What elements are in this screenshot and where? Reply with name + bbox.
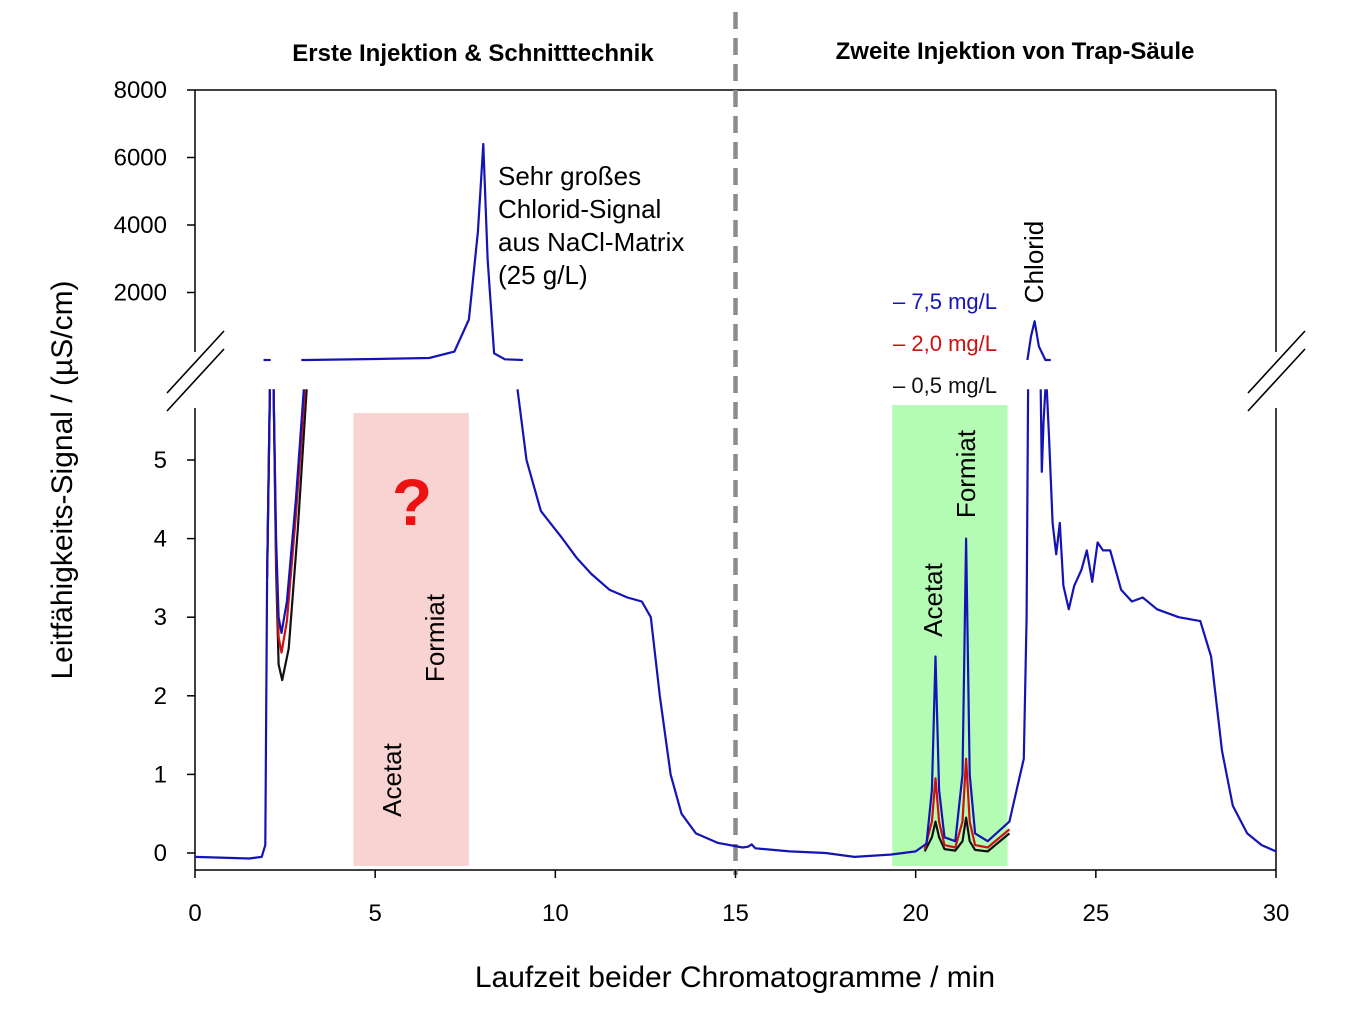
series-7-5-mg-l-lower-3 [1039,389,1047,473]
x-tick-label-6: 30 [1263,900,1290,927]
y-tick-label-lower-5: 5 [154,447,167,474]
question-mark: ? [392,465,432,539]
series-7-5-mg-l-lower-2 [516,389,1030,858]
axis-ticks: 0 5 10 15 20 25 30 0 1 2 3 4 5 2000 4000 6000 8000 [114,77,1290,927]
y-tick-label-lower-1: 1 [154,761,167,788]
matrix-note-line-1: Sehr großes [498,161,641,191]
series-2-0-mg-l-lower-2 [923,757,1011,850]
matrix-note-line-3: aus NaCl-Matrix [498,227,684,257]
series-7-5-mg-l-lower-4 [1045,389,1277,853]
y-tick-label-lower-2: 2 [154,683,167,710]
series-7-5-mg-l-upper-2 [1026,320,1051,362]
x-tick-label-5: 25 [1082,900,1109,927]
series-0-5-mg-l-lower-2 [923,816,1011,853]
series-7-5-mg-l-lower-1 [272,389,305,634]
plot-frame [166,12,1306,875]
axis-break-right-2 [1247,348,1306,412]
y-tick-label-upper-3: 8000 [114,77,167,104]
y-tick-label-lower-0: 0 [154,840,167,867]
y-tick-label-upper-2: 6000 [114,145,167,172]
formiat-label-right: Formiat [951,429,981,518]
matrix-note-line-2: Chlorid-Signal [498,194,661,224]
analyte-region [892,405,1008,866]
formiat-label-left: Formiat [420,593,450,682]
x-tick-label-0: 0 [188,900,201,927]
y-tick-label-lower-3: 3 [154,604,167,631]
x-axis-label: Laufzeit beider Chromatogramme / min [475,961,995,994]
axis-break-right-1 [1247,330,1306,394]
title-left: Erste Injektion & Schnitttechnik [292,40,654,67]
axis-break-left-1 [166,330,225,394]
axis-break-left-2 [166,348,225,412]
acetat-label-left: Acetat [377,742,407,816]
series-7-5-mg-l-lower-0 [194,389,271,860]
x-tick-label-3: 15 [722,900,749,927]
x-tick-label-1: 5 [368,900,381,927]
unknown-region [353,413,469,866]
x-tick-label-4: 20 [902,900,929,927]
title-right: Zweite Injektion von Trap-Säule [836,38,1195,65]
chlorid-label: Chlorid [1019,221,1049,303]
legend-entry-7-5: – 7,5 mg/L [893,289,997,314]
data-series [194,142,1277,860]
matrix-note-line-4: (25 g/L) [498,260,588,290]
acetat-label-right: Acetat [918,562,948,636]
y-axis-label: Leitfähigkeits-Signal / (µS/cm) [46,280,79,679]
y-tick-label-upper-1: 4000 [114,212,167,239]
highlight-regions [353,405,1008,866]
legend-entry-2-0: – 2,0 mg/L [893,331,997,356]
x-tick-label-2: 10 [542,900,569,927]
legend-entry-0-5: – 0,5 mg/L [893,373,997,398]
y-tick-label-upper-0: 2000 [114,280,167,307]
y-tick-label-lower-4: 4 [154,526,167,553]
series-7-5-mg-l-upper-1 [301,142,523,362]
